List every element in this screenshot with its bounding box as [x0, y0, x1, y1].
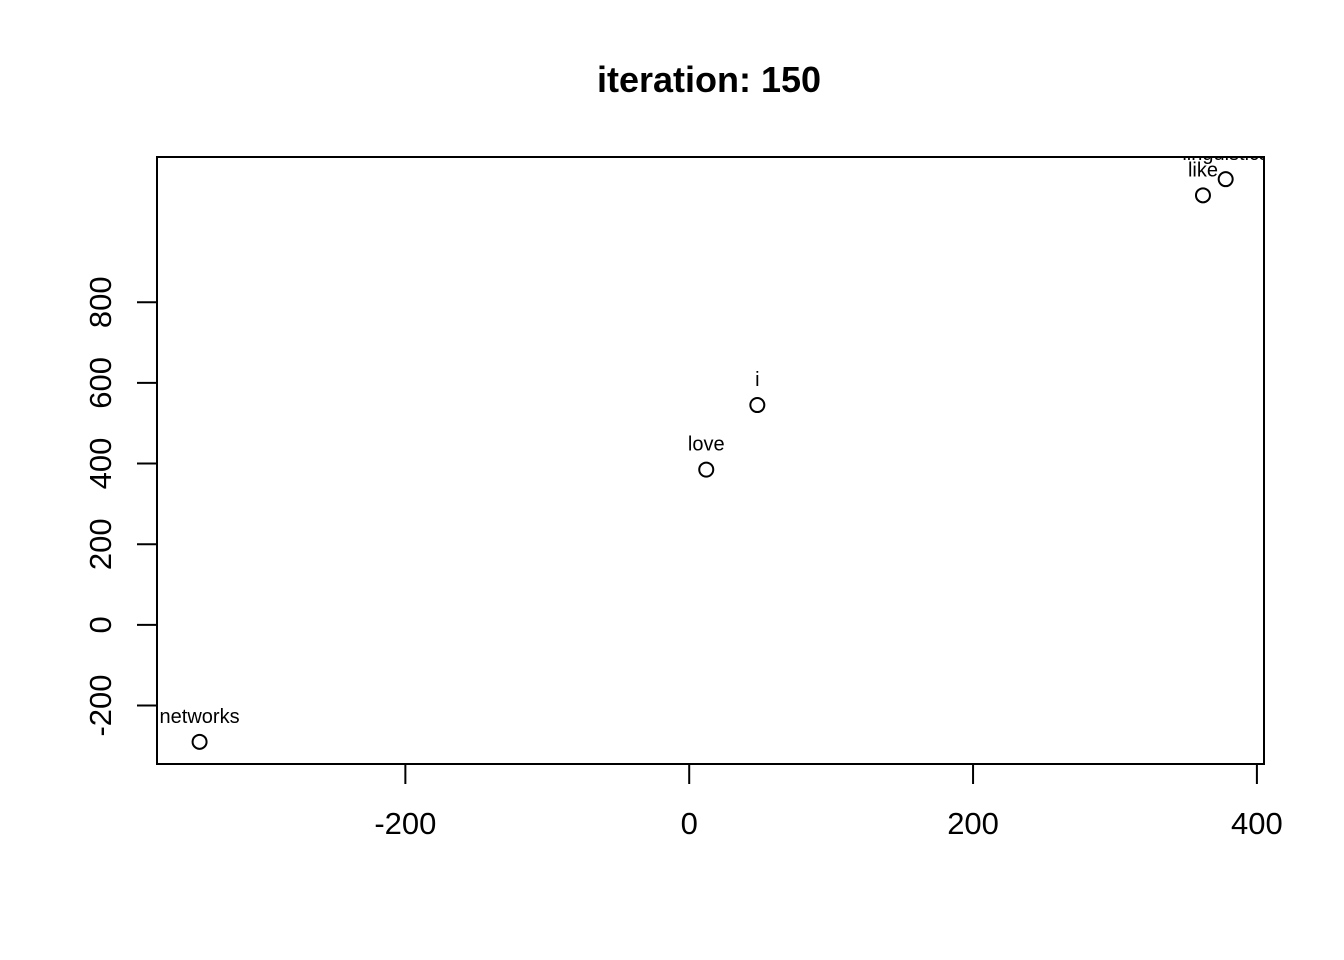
y-tick-label: 400 [83, 438, 118, 490]
y-tick-label: 0 [83, 616, 118, 633]
y-tick-label: 200 [83, 518, 118, 570]
data-point [1194, 187, 1211, 204]
y-tick-label: -200 [83, 674, 118, 736]
data-point [698, 461, 715, 478]
x-tick-label: 200 [947, 806, 999, 841]
y-tick-label: 600 [83, 357, 118, 409]
point-label: networks [160, 706, 240, 728]
point-label: linguistics [1182, 143, 1269, 165]
data-point [749, 397, 766, 414]
x-tick-label: -200 [374, 806, 436, 841]
plot-frame [156, 156, 1265, 765]
chart-title: iteration: 150 [597, 59, 821, 100]
x-axis: -200 0 200 400 [374, 763, 1283, 841]
y-axis: -200 0 200 400 600 800 [83, 276, 158, 737]
point-label: love [688, 434, 725, 456]
point-label: like [1188, 159, 1218, 181]
x-tick-label: 400 [1231, 806, 1283, 841]
x-tick-label: 0 [681, 806, 698, 841]
data-point [1217, 171, 1234, 188]
point-label: i [755, 369, 759, 391]
y-tick-label: 800 [83, 276, 118, 328]
data-point [191, 733, 208, 750]
